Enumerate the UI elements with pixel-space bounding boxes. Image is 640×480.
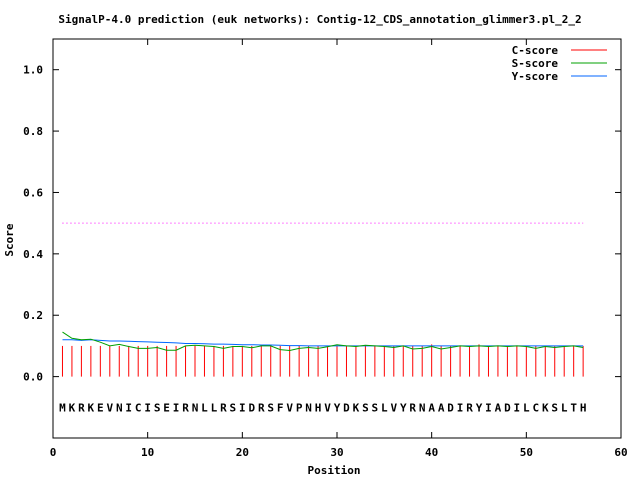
- sequence-residue: K: [69, 401, 76, 414]
- sequence-residue: R: [466, 401, 473, 414]
- sequence-residue: V: [286, 401, 293, 414]
- sequence-residue: A: [428, 401, 435, 414]
- sequence-residue: C: [532, 401, 539, 414]
- y-tick-label: 0.2: [23, 309, 43, 322]
- sequence-residue: N: [116, 401, 123, 414]
- sequence-residue: S: [267, 401, 274, 414]
- x-tick-label: 60: [614, 446, 627, 459]
- sequence-residue: S: [154, 401, 161, 414]
- sequence-residue: A: [495, 401, 502, 414]
- sequence-residue: T: [570, 401, 577, 414]
- sequence-residue: R: [182, 401, 189, 414]
- sequence-residue: R: [220, 401, 227, 414]
- sequence-residue: D: [343, 401, 350, 414]
- sequence-residue: K: [353, 401, 360, 414]
- legend-label: C-score: [512, 44, 559, 57]
- sequence-residue: K: [88, 401, 95, 414]
- sequence-residue: A: [438, 401, 445, 414]
- sequence-residue: I: [144, 401, 151, 414]
- sequence-residue: V: [324, 401, 331, 414]
- sequence-residue: L: [523, 401, 530, 414]
- x-tick-label: 40: [425, 446, 438, 459]
- sequence-residue: R: [409, 401, 416, 414]
- sequence-residue: E: [97, 401, 104, 414]
- sequence-residue: P: [296, 401, 303, 414]
- y-tick-label: 0.0: [23, 371, 43, 384]
- x-tick-label: 10: [141, 446, 154, 459]
- sequence-residue: V: [106, 401, 113, 414]
- sequence-residue: I: [514, 401, 521, 414]
- sequence-residue: V: [390, 401, 397, 414]
- legend-label: S-score: [512, 57, 559, 70]
- sequence-residue: D: [504, 401, 511, 414]
- sequence-residue: I: [457, 401, 464, 414]
- sequence-residue: I: [485, 401, 492, 414]
- sequence-residue: S: [551, 401, 558, 414]
- sequence-residue: D: [447, 401, 454, 414]
- sequence-residue: H: [315, 401, 322, 414]
- sequence-residue: N: [305, 401, 312, 414]
- sequence-residue: N: [419, 401, 426, 414]
- y-tick-label: 0.8: [23, 125, 43, 138]
- sequence-residue: I: [239, 401, 246, 414]
- sequence-residue: E: [163, 401, 170, 414]
- y-axis-label: Score: [3, 223, 16, 256]
- y-axis-ticks: 0.0 0.2 0.4 0.6 0.8 1.0: [23, 64, 621, 384]
- sequence-residue: Y: [400, 401, 407, 414]
- sequence-residue: S: [372, 401, 379, 414]
- sequence-residue: Y: [334, 401, 341, 414]
- sequence-residue: K: [542, 401, 549, 414]
- sequence-residue: Y: [476, 401, 483, 414]
- sequence-residue: C: [135, 401, 142, 414]
- sequence-residue: L: [211, 401, 218, 414]
- s-score-line: [62, 331, 584, 352]
- x-tick-label: 0: [50, 446, 57, 459]
- c-score-impulses: [61, 344, 584, 377]
- sequence-residue: I: [173, 401, 180, 414]
- sequence-residue: H: [580, 401, 587, 414]
- x-axis-label: Position: [308, 464, 361, 477]
- chart-title: SignalP-4.0 prediction (euk networks): C…: [58, 13, 581, 26]
- x-axis-ticks: 0 10 20 30 40 50 60: [50, 39, 628, 459]
- sequence-residue: L: [201, 401, 208, 414]
- sequence-residue: L: [381, 401, 388, 414]
- sequence-residue: D: [248, 401, 255, 414]
- sequence-residue: R: [78, 401, 85, 414]
- sequence-residue: I: [125, 401, 132, 414]
- sequence-residue: R: [258, 401, 265, 414]
- x-tick-label: 20: [236, 446, 249, 459]
- x-tick-label: 30: [330, 446, 343, 459]
- sequence-residue: N: [192, 401, 199, 414]
- sequence-residue: L: [561, 401, 568, 414]
- y-tick-label: 1.0: [23, 64, 43, 77]
- sequence-residue: M: [59, 401, 66, 414]
- sequence-residue: F: [277, 401, 284, 414]
- sequence-residue: S: [230, 401, 237, 414]
- sequence-residue: S: [362, 401, 369, 414]
- legend-label: Y-score: [512, 70, 559, 83]
- y-tick-label: 0.6: [23, 186, 43, 199]
- x-tick-label: 50: [520, 446, 533, 459]
- y-tick-label: 0.4: [23, 248, 43, 261]
- score-lines: [62, 331, 584, 352]
